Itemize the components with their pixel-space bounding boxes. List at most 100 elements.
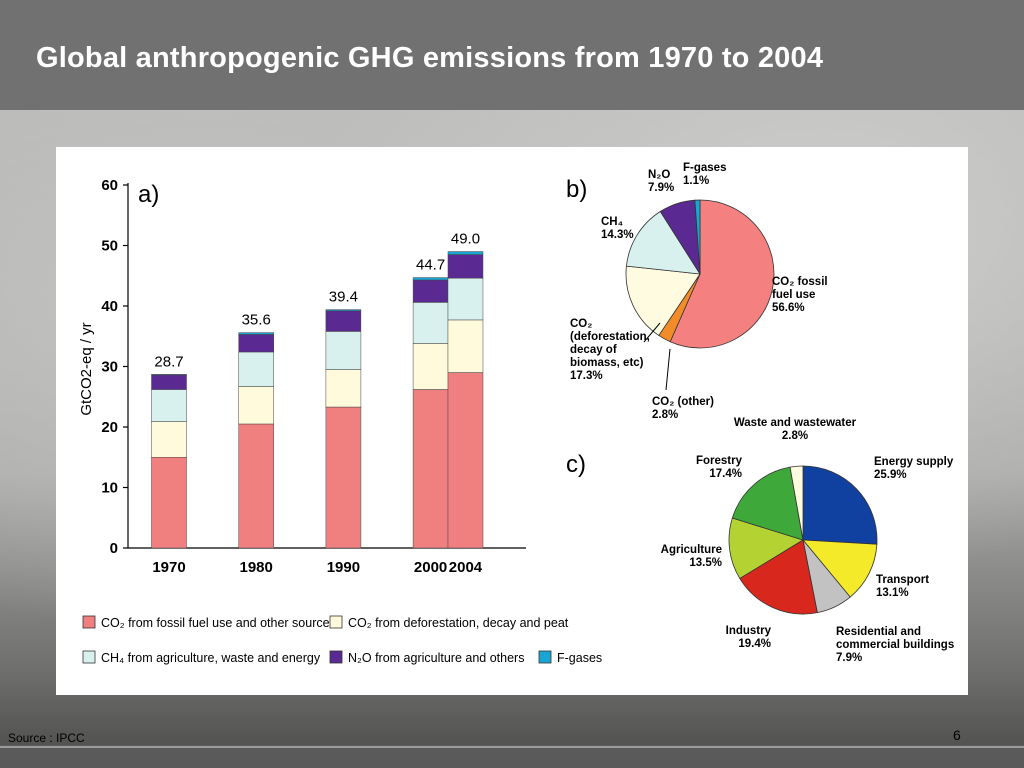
pie-b-label: 56.6% — [772, 302, 805, 314]
pie-c-label: Energy supply — [874, 456, 954, 468]
bar-segment — [151, 374, 187, 376]
pie-b-label: decay of — [570, 344, 617, 356]
panel-b-label: b) — [566, 176, 587, 203]
panel-c-label: c) — [566, 451, 586, 478]
pie-c-label: Forestry — [696, 455, 743, 467]
pie-c-label: 7.9% — [836, 652, 862, 664]
bar-segment — [447, 251, 484, 255]
pie-c-slice — [802, 465, 878, 545]
pie-b-slice — [625, 210, 701, 275]
pie-b-label: CO₂ (other) — [652, 396, 714, 408]
pie-c-slice — [728, 517, 804, 580]
bar-segment — [447, 254, 484, 279]
panel-a-label: a) — [138, 181, 159, 208]
bar-total-label: 35.6 — [242, 312, 271, 329]
bar-segment — [412, 302, 449, 344]
bar-segment — [447, 277, 484, 321]
y-tick-label: 50 — [101, 238, 118, 255]
legend-swatch — [538, 650, 552, 664]
bar-segment — [412, 343, 449, 390]
bar-segment — [325, 406, 362, 549]
bar-segment — [412, 279, 449, 303]
pie-c-label: Agriculture — [661, 544, 722, 556]
pie-b-label: fuel use — [772, 289, 815, 301]
y-axis-label: GtCO2-eq / yr — [78, 322, 95, 415]
pie-b-label: (deforestation, — [570, 331, 650, 343]
pie-b-label: CO₂ fossil — [772, 276, 828, 288]
legend-swatch — [82, 650, 96, 664]
slide-title: Global anthropogenic GHG emissions from … — [36, 42, 824, 74]
x-tick-label: 2004 — [449, 559, 483, 576]
pie-c-label: Residential and — [836, 626, 921, 638]
page-number: 6 — [953, 727, 961, 743]
pie-b-label: 2.8% — [652, 409, 678, 421]
x-tick-label: 2000 — [414, 559, 447, 576]
bar-segment — [325, 331, 362, 370]
bar-segment — [325, 369, 362, 408]
pie-c-label: Transport — [876, 574, 929, 586]
pie-c-slice — [731, 466, 804, 541]
bar-segment — [238, 334, 274, 353]
footer-band — [0, 745, 1024, 768]
bar-segment — [151, 389, 187, 422]
bar-segment — [238, 351, 274, 387]
footer-divider — [0, 746, 1024, 748]
figure-panel: a) GtCO2-eq / yr 0 10 20 30 40 50 60 1970 28.7 1980… — [56, 147, 968, 695]
source-note: Source : IPCC — [8, 731, 85, 745]
pie-b-slice — [669, 199, 775, 349]
bar-segment — [412, 389, 449, 549]
pie-b-label: F-gases — [683, 162, 726, 174]
legend-swatch — [329, 615, 343, 629]
pie-c-slice — [789, 465, 804, 541]
legend-label: N₂O from agriculture and others — [348, 651, 524, 665]
bar-segment — [238, 332, 274, 335]
pie-c-label: Industry — [726, 625, 772, 637]
y-tick-label: 10 — [101, 480, 118, 497]
legend-swatch — [329, 650, 343, 664]
pie-b-label: biomass, etc) — [570, 357, 644, 369]
bar-segment — [151, 374, 187, 390]
y-tick-label: 20 — [101, 419, 118, 436]
pie-b-leader — [665, 348, 671, 391]
bar-total-label: 39.4 — [329, 289, 358, 306]
pie-b-label: 1.1% — [683, 175, 709, 187]
x-tick-label: 1970 — [152, 559, 185, 576]
bar-segment — [325, 310, 362, 332]
bar-segment — [325, 309, 362, 312]
bar-total-label: 28.7 — [154, 353, 183, 370]
legend-label: CO₂ from deforestation, decay and peat — [348, 616, 569, 630]
y-tick-label: 40 — [101, 298, 118, 315]
bar-segment — [238, 423, 274, 549]
bar-segment — [447, 319, 484, 373]
pie-b-slice — [694, 199, 701, 275]
legend-label: F-gases — [557, 651, 602, 665]
pie-c-label: 17.4% — [709, 468, 742, 480]
pie-b-leader — [643, 322, 661, 343]
pie-c-label: Waste and wastewater — [734, 417, 857, 429]
pie-b-label: 17.3% — [570, 370, 603, 382]
x-tick-label: 1990 — [327, 559, 360, 576]
pie-b-label: 14.3% — [601, 229, 634, 241]
pie-b-label: CO₂ — [570, 318, 592, 330]
pie-c-label: commercial buildings — [836, 639, 954, 651]
legend-swatch — [82, 615, 96, 629]
bar-total-label: 44.7 — [416, 257, 445, 274]
pie-b-label: N₂O — [648, 169, 670, 181]
y-tick-label: 60 — [101, 177, 118, 194]
bar-segment — [412, 277, 449, 281]
pie-c-label: 19.4% — [738, 638, 771, 650]
y-tick-label: 0 — [110, 540, 118, 557]
legend-label: CO₂ from fossil fuel use and other sourc… — [101, 616, 336, 630]
y-tick-label: 30 — [101, 359, 118, 376]
pie-c-label: 2.8% — [782, 430, 808, 442]
pie-c-label: 13.1% — [876, 587, 909, 599]
bar-segment — [238, 386, 274, 425]
bar-segment — [447, 372, 484, 549]
emissions-figure: a) GtCO2-eq / yr 0 10 20 30 40 50 60 1970 28.7 1980… — [78, 162, 954, 665]
pie-b-slice — [625, 265, 701, 337]
pie-c-label: 25.9% — [874, 469, 907, 481]
bar-total-label: 49.0 — [451, 231, 480, 248]
legend-label: CH₄ from agriculture, waste and energy — [101, 651, 321, 665]
pie-c-slice — [802, 539, 878, 598]
pie-b-label: CH₄ — [601, 216, 623, 228]
